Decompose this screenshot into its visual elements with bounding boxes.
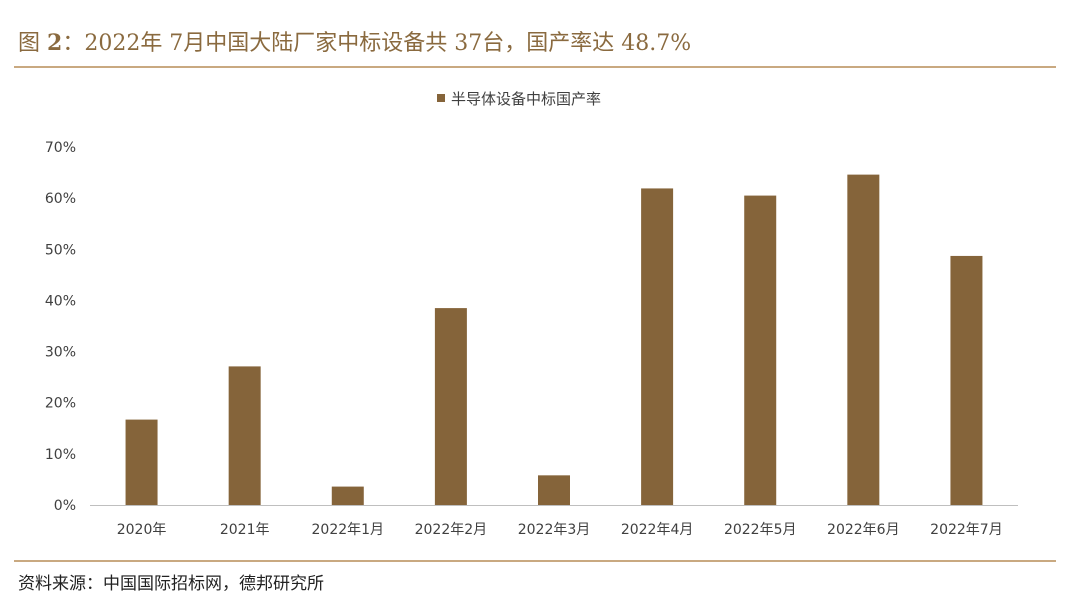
legend: 半导体设备中标国产率 [437,90,601,108]
figure-title-text: ：2022年 7月中国大陆厂家中标设备共 37台，国产率达 48.7% [62,31,692,56]
bar [538,475,570,505]
y-axis: 0% 10% 20% 30% 40% 50% 60% 70% [45,140,76,514]
x-tick-label: 2022年3月 [518,522,591,538]
x-tick-label: 2022年4月 [621,522,694,538]
bar [950,255,983,505]
legend-swatch [437,94,445,102]
legend-label: 半导体设备中标国产率 [451,90,601,108]
y-tick-label: 40% [45,293,76,309]
x-tick-label: 2022年5月 [724,522,797,538]
bottom-divider [14,560,1056,562]
x-tick-label: 2021年 [220,522,270,538]
bar [744,195,777,506]
top-divider [14,66,1056,68]
source-note: 资料来源：中国国际招标网，德邦研究所 [18,574,324,594]
x-tick-label: 2022年1月 [312,522,385,538]
bar [331,486,364,505]
x-tick-label: 2022年6月 [827,522,900,538]
bar [228,366,261,505]
bar [125,419,158,505]
y-tick-label: 70% [45,140,76,156]
y-tick-label: 20% [45,396,76,412]
bar [641,188,674,505]
y-tick-label: 30% [45,345,76,361]
figure-number: 2 [47,30,63,56]
bar [434,308,467,505]
y-tick-label: 50% [45,242,76,258]
x-tick-label: 2022年7月 [930,522,1003,538]
y-tick-label: 0% [54,498,76,514]
y-tick-label: 60% [45,191,76,207]
x-tick-label: 2022年2月 [415,522,488,538]
figure-title: 图 2：2022年 7月中国大陆厂家中标设备共 37台，国产率达 48.7% [18,26,691,60]
bars [125,174,983,506]
y-tick-label: 10% [45,447,76,463]
bar [847,174,880,506]
x-axis: 2020年 2021年 2022年1月 2022年2月 2022年3月 2022年4月 20… [117,522,1003,538]
x-tick-label: 2020年 [117,522,167,538]
figure-label: 图 [18,31,41,56]
